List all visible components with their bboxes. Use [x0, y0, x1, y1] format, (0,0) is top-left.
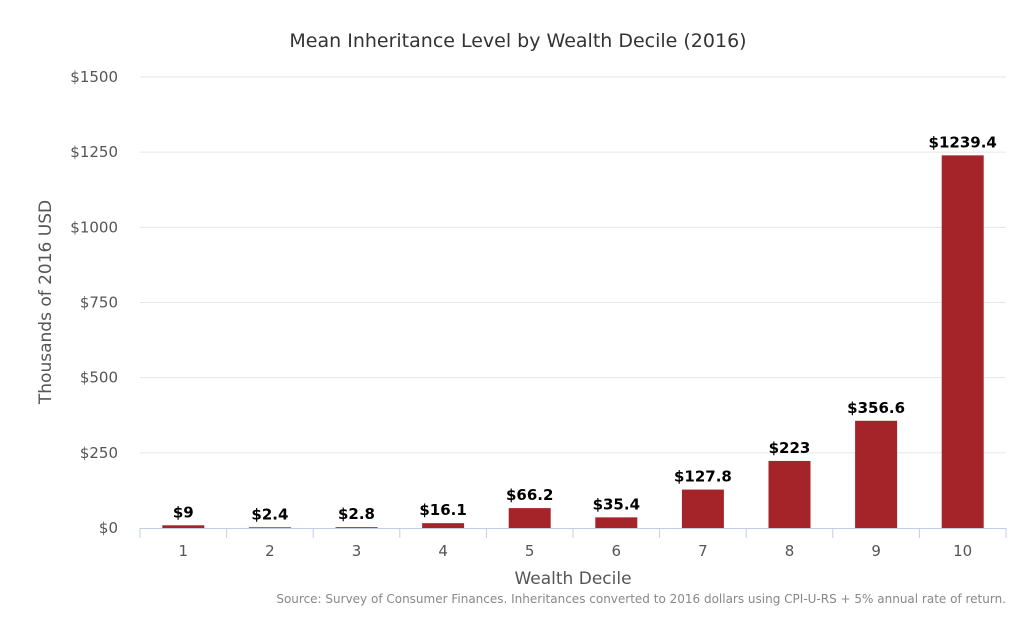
y-tick-label: $750	[80, 294, 118, 312]
y-axis-title: Thousands of 2016 USD	[36, 200, 56, 405]
bar[interactable]	[335, 527, 378, 528]
x-tick-label: 8	[785, 542, 795, 560]
y-tick-label: $500	[80, 369, 118, 387]
data-label: $223	[769, 439, 811, 457]
x-tick-label: 10	[953, 542, 972, 560]
x-axis: 1 2 3 4 5 6 7 8 9 10	[139, 528, 1007, 560]
y-tick-label: $1500	[70, 68, 118, 86]
bars	[162, 155, 984, 528]
chart-title: Mean Inheritance Level by Wealth Decile …	[289, 30, 746, 52]
bar[interactable]	[595, 517, 638, 528]
data-label: $16.1	[419, 501, 466, 519]
x-axis-title: Wealth Decile	[514, 569, 631, 589]
x-tick-label: 9	[871, 542, 881, 560]
bar[interactable]	[681, 489, 724, 528]
y-axis-ticks: $0 $250 $500 $750 $1000 $1250 $1500	[70, 68, 118, 537]
x-tick-label: 4	[438, 542, 448, 560]
x-tick-label: 5	[525, 542, 535, 560]
data-label: $9	[173, 503, 194, 521]
x-tick-label: 2	[265, 542, 275, 560]
bar[interactable]	[422, 523, 465, 528]
data-label: $356.6	[847, 399, 905, 417]
bar[interactable]	[768, 460, 811, 528]
y-tick-label: $1250	[70, 143, 118, 161]
bar[interactable]	[248, 527, 291, 528]
y-tick-label: $0	[99, 519, 118, 537]
y-tick-label: $1000	[70, 218, 118, 236]
y-tick-label: $250	[80, 444, 118, 462]
data-label: $2.8	[338, 505, 375, 523]
gridlines	[140, 76, 1006, 454]
data-label: $1239.4	[929, 133, 997, 151]
source-note: Source: Survey of Consumer Finances. Inh…	[276, 592, 1006, 606]
data-label: $2.4	[251, 505, 288, 523]
bar[interactable]	[162, 525, 205, 528]
x-tick-label: 1	[179, 542, 189, 560]
data-label: $66.2	[506, 486, 553, 504]
bar[interactable]	[855, 420, 898, 528]
data-labels: $9 $2.4 $2.8 $16.1 $66.2 $35.4 $127.8 $223 $356.…	[173, 133, 997, 523]
bar[interactable]	[941, 155, 984, 528]
bar[interactable]	[508, 508, 551, 528]
x-tick-label: 6	[612, 542, 622, 560]
data-label: $127.8	[674, 468, 732, 486]
data-label: $35.4	[593, 495, 640, 513]
x-tick-label: 3	[352, 542, 362, 560]
x-tick-label: 7	[698, 542, 708, 560]
